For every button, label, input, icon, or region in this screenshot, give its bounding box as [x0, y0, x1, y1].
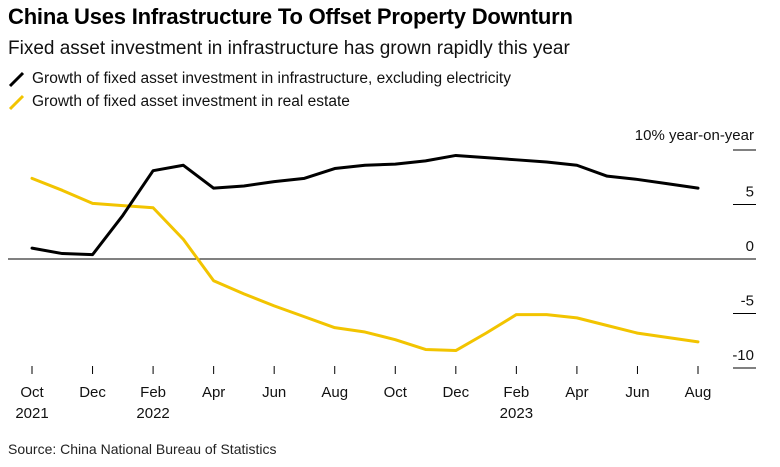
x-tick-label: Apr — [565, 384, 588, 401]
source-note: Source: China National Bureau of Statist… — [8, 441, 277, 457]
legend-item-real-estate: Growth of fixed asset investment in real… — [8, 93, 350, 111]
legend-label-real-estate: Growth of fixed asset investment in real… — [32, 93, 350, 110]
x-tick-label: Feb — [140, 384, 166, 401]
y-tick-label: -10 — [732, 347, 754, 364]
x-tick-label: Apr — [202, 384, 225, 401]
legend-swatch-infrastructure — [8, 71, 25, 88]
y-tick-label: 0 — [746, 238, 754, 255]
series-line-real-estate — [30, 176, 700, 353]
x-tick-year-label: 2023 — [500, 405, 533, 422]
legend-item-infrastructure: Growth of fixed asset investment in infr… — [8, 70, 511, 88]
x-tick-label: Dec — [442, 384, 469, 401]
x-tick-year-label: 2021 — [15, 405, 48, 422]
x-tick-year-label: 2022 — [136, 405, 169, 422]
x-tick-label: Jun — [262, 384, 286, 401]
chart-subtitle: Fixed asset investment in infrastructure… — [8, 38, 570, 59]
x-tick-label: Jun — [625, 384, 649, 401]
x-tick-label: Aug — [321, 384, 348, 401]
y-tick-label: 5 — [746, 184, 754, 201]
x-tick-label: Aug — [685, 384, 712, 401]
y-axis-unit-label: 10% year-on-year — [635, 127, 754, 144]
legend-label-infrastructure: Growth of fixed asset investment in infr… — [32, 70, 511, 87]
x-tick-label: Oct — [384, 384, 408, 401]
x-tick-label: Dec — [79, 384, 106, 401]
x-tick-label: Feb — [503, 384, 529, 401]
legend-swatch-real-estate — [8, 94, 25, 111]
series-line-infrastructure — [30, 153, 700, 257]
chart-title: China Uses Infrastructure To Offset Prop… — [8, 4, 573, 29]
x-tick-label: Oct — [20, 384, 44, 401]
y-tick-label: -5 — [741, 293, 754, 310]
